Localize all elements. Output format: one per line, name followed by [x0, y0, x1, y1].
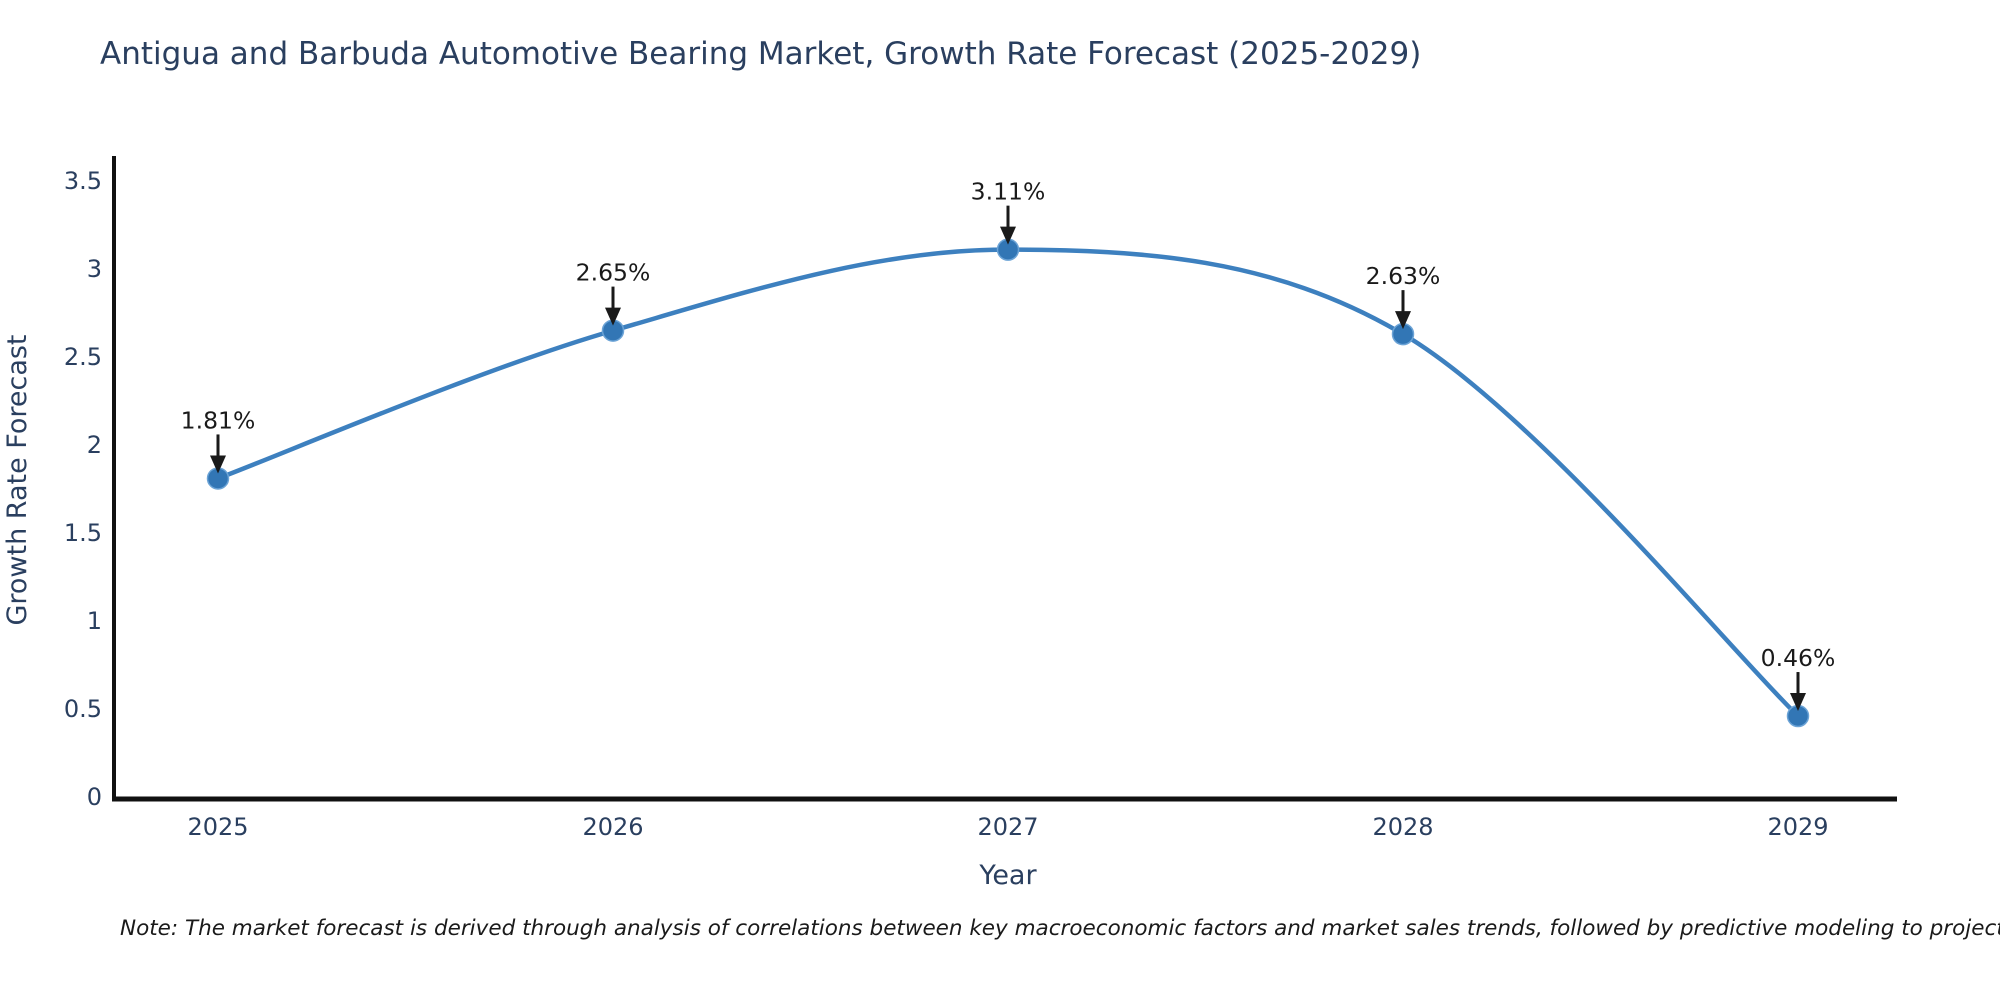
x-axis-title: Year — [978, 860, 1037, 891]
x-tick-label: 2028 — [1372, 813, 1433, 841]
annotation-label: 2.63% — [1366, 262, 1441, 290]
y-tick-label: 0.5 — [64, 695, 102, 723]
y-axis-title: Growth Rate Forecast — [2, 334, 33, 625]
chart-title: Antigua and Barbuda Automotive Bearing M… — [100, 36, 1422, 72]
annotation-label: 3.11% — [971, 178, 1046, 206]
annotation-label: 0.46% — [1761, 644, 1836, 672]
annotation-arrow-head — [1790, 693, 1806, 712]
y-tick-label: 2.5 — [64, 343, 102, 371]
chart-footnote: Note: The market forecast is derived thr… — [120, 916, 2000, 941]
y-tick-label: 3.5 — [64, 167, 102, 195]
annotation-arrow-head — [210, 455, 226, 474]
annotation-label: 2.65% — [576, 259, 651, 287]
annotation-arrow-head — [1395, 311, 1411, 330]
y-tick-label: 1.5 — [64, 519, 102, 547]
annotation-arrow-head — [1000, 226, 1016, 245]
x-tick-label: 2027 — [977, 813, 1038, 841]
annotation-arrow-head — [605, 307, 621, 326]
x-tick-label: 2026 — [582, 813, 643, 841]
x-tick-label: 2029 — [1767, 813, 1828, 841]
y-tick-label: 1 — [87, 607, 102, 635]
y-tick-label: 3 — [87, 255, 102, 283]
x-tick-label: 2025 — [187, 813, 248, 841]
y-tick-label: 0 — [87, 783, 102, 811]
line-series — [215, 247, 1801, 719]
y-tick-label: 2 — [87, 431, 102, 459]
annotation-label: 1.81% — [181, 406, 256, 434]
